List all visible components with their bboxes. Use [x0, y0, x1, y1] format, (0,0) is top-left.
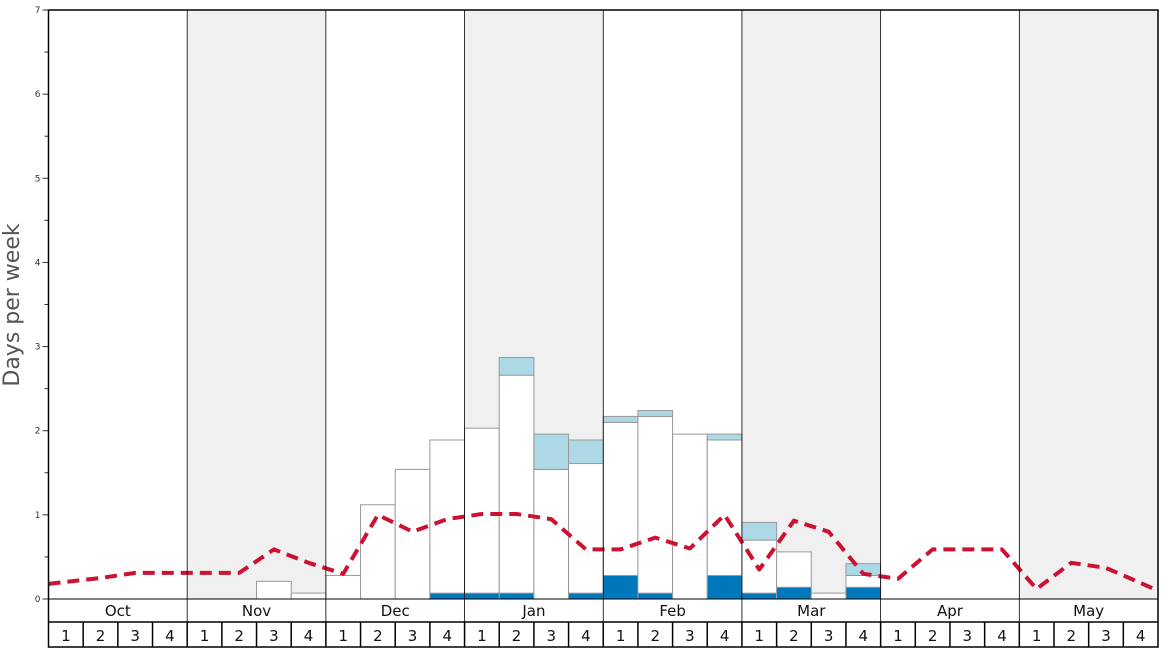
bar-white: [810, 592, 847, 600]
y-tick-label: 7: [35, 6, 41, 16]
bar-light: [706, 433, 743, 441]
y-tick-label: 3: [35, 343, 41, 353]
bar-dark: [637, 592, 674, 600]
bar-white: [325, 574, 362, 600]
week-label: 4: [720, 627, 730, 645]
week-label: 1: [338, 627, 348, 645]
plot-frame: [47, 9, 1159, 648]
bar-light: [602, 415, 639, 423]
week-label: 1: [616, 627, 626, 645]
month-label: Nov: [242, 602, 271, 620]
week-label: 2: [1067, 627, 1077, 645]
week-label: 1: [477, 627, 487, 645]
week-label: 1: [200, 627, 210, 645]
bar-white: [776, 551, 812, 588]
week-label: 4: [165, 627, 175, 645]
y-tick-label: 0: [35, 595, 41, 605]
y-axis: 0 1 2 3 4 5 6 7: [35, 6, 49, 605]
bar-white: [533, 468, 570, 600]
week-label: 2: [512, 627, 522, 645]
bar-white: [498, 374, 535, 594]
week-label: 3: [130, 627, 140, 645]
bar-white: [706, 439, 743, 576]
y-tick-label: 1: [35, 511, 41, 521]
bar-dark: [845, 586, 882, 600]
bar-white: [394, 468, 431, 600]
bar-dark: [776, 586, 812, 600]
bar-dark: [568, 592, 604, 600]
x-axis: Oct 1 2 3 4 Nov 1 2 3 4 Dec 1 2 3 4 Jan 1 2 3 4 Feb 1 2 3 4 Mar 1 2…: [48, 10, 1158, 647]
week-label: 3: [685, 627, 695, 645]
month-label: Dec: [381, 602, 410, 620]
bar-white: [290, 592, 327, 600]
month-shade: [741, 10, 881, 599]
y-tick-label: 5: [35, 174, 41, 184]
week-label: 3: [1101, 627, 1111, 645]
bar-dark: [464, 592, 500, 600]
week-label: 2: [373, 627, 383, 645]
week-label: 1: [893, 627, 903, 645]
month-shading: [187, 10, 1158, 599]
week-label: 4: [304, 627, 314, 645]
bar-light: [741, 521, 778, 541]
week-label: 1: [61, 627, 71, 645]
bar-dark: [706, 574, 743, 600]
week-label: 4: [997, 627, 1007, 645]
month-label: Feb: [659, 602, 686, 620]
y-tick-label: 6: [35, 90, 41, 100]
month-shade: [1019, 10, 1158, 599]
week-label: 1: [755, 627, 765, 645]
y-axis-label: Days per week: [0, 223, 25, 386]
month-shade: [187, 10, 326, 599]
bar-dark: [429, 592, 466, 600]
week-label: 2: [650, 627, 660, 645]
week-label: 2: [928, 627, 938, 645]
week-label: 4: [859, 627, 869, 645]
bar-dark: [498, 592, 535, 600]
bar-light: [637, 410, 674, 417]
bar-white: [602, 421, 639, 576]
bar-white: [256, 580, 292, 600]
bar-dark: [741, 592, 778, 600]
week-label: 3: [408, 627, 418, 645]
month-label: May: [1073, 602, 1104, 620]
week-label: 2: [96, 627, 106, 645]
bar-white: [672, 433, 708, 600]
bar-light: [533, 433, 570, 470]
month-label: Jan: [521, 602, 545, 620]
week-label: 1: [1032, 627, 1042, 645]
week-label: 3: [963, 627, 973, 645]
week-label: 2: [789, 627, 799, 645]
week-label: 4: [442, 627, 452, 645]
bar-white: [464, 427, 500, 594]
month-label: Oct: [105, 602, 131, 620]
bar-white: [637, 415, 674, 594]
week-label: 3: [269, 627, 279, 645]
y-tick-label: 2: [35, 427, 41, 437]
week-label: 4: [1136, 627, 1146, 645]
week-label: 3: [824, 627, 834, 645]
week-label: 3: [546, 627, 556, 645]
bar-white: [845, 574, 882, 588]
month-label: Mar: [797, 602, 826, 620]
month-label: Apr: [937, 602, 964, 620]
bar-dark: [602, 574, 639, 600]
bar-light: [568, 439, 604, 465]
week-label: 4: [581, 627, 591, 645]
week-label: 2: [234, 627, 244, 645]
bars: [256, 357, 882, 600]
bar-white: [568, 463, 604, 594]
bar-light: [498, 357, 535, 376]
y-tick-label: 4: [35, 258, 41, 268]
